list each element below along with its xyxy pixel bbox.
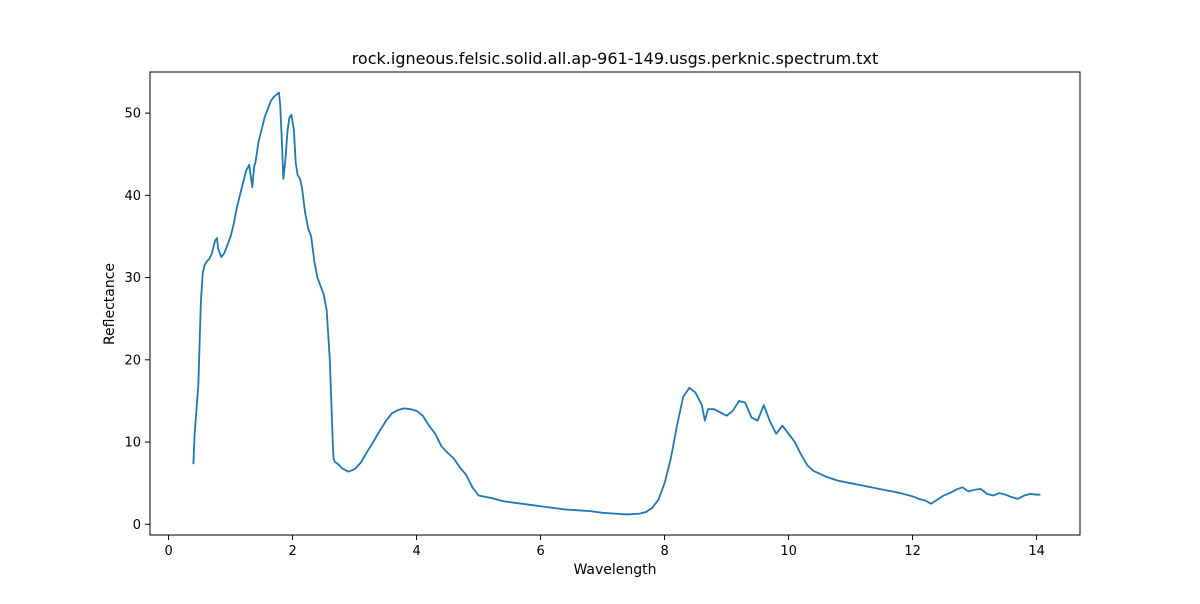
x-tick-label: 2 xyxy=(288,544,296,559)
y-axis: 0 10 20 30 40 50 xyxy=(124,107,150,533)
series-layer xyxy=(192,91,1041,516)
plot-frame xyxy=(149,71,1081,536)
chart-title: rock.igneous.felsic.solid.all.ap-961-149… xyxy=(352,49,879,68)
y-axis-label: Reflectance xyxy=(102,263,118,345)
y-tick-label: 10 xyxy=(124,436,141,451)
spectrum-series-line xyxy=(192,91,1041,516)
x-tick-label: 8 xyxy=(660,544,668,559)
x-tick-label: 0 xyxy=(164,544,172,559)
x-tick-label: 14 xyxy=(1028,544,1045,559)
x-axis-label: Wavelength xyxy=(573,562,656,578)
x-tick-label: 12 xyxy=(904,544,921,559)
y-tick-label: 50 xyxy=(124,107,141,122)
y-tick-label: 20 xyxy=(124,353,141,368)
y-tick-label: 30 xyxy=(124,271,141,286)
x-tick-label: 6 xyxy=(536,544,544,559)
y-tick-label: 40 xyxy=(124,189,141,204)
x-axis: 0 2 4 6 8 10 12 14 xyxy=(164,535,1045,559)
x-tick-label: 10 xyxy=(780,544,797,559)
y-tick-label: 0 xyxy=(133,518,141,533)
x-tick-label: 4 xyxy=(412,544,420,559)
